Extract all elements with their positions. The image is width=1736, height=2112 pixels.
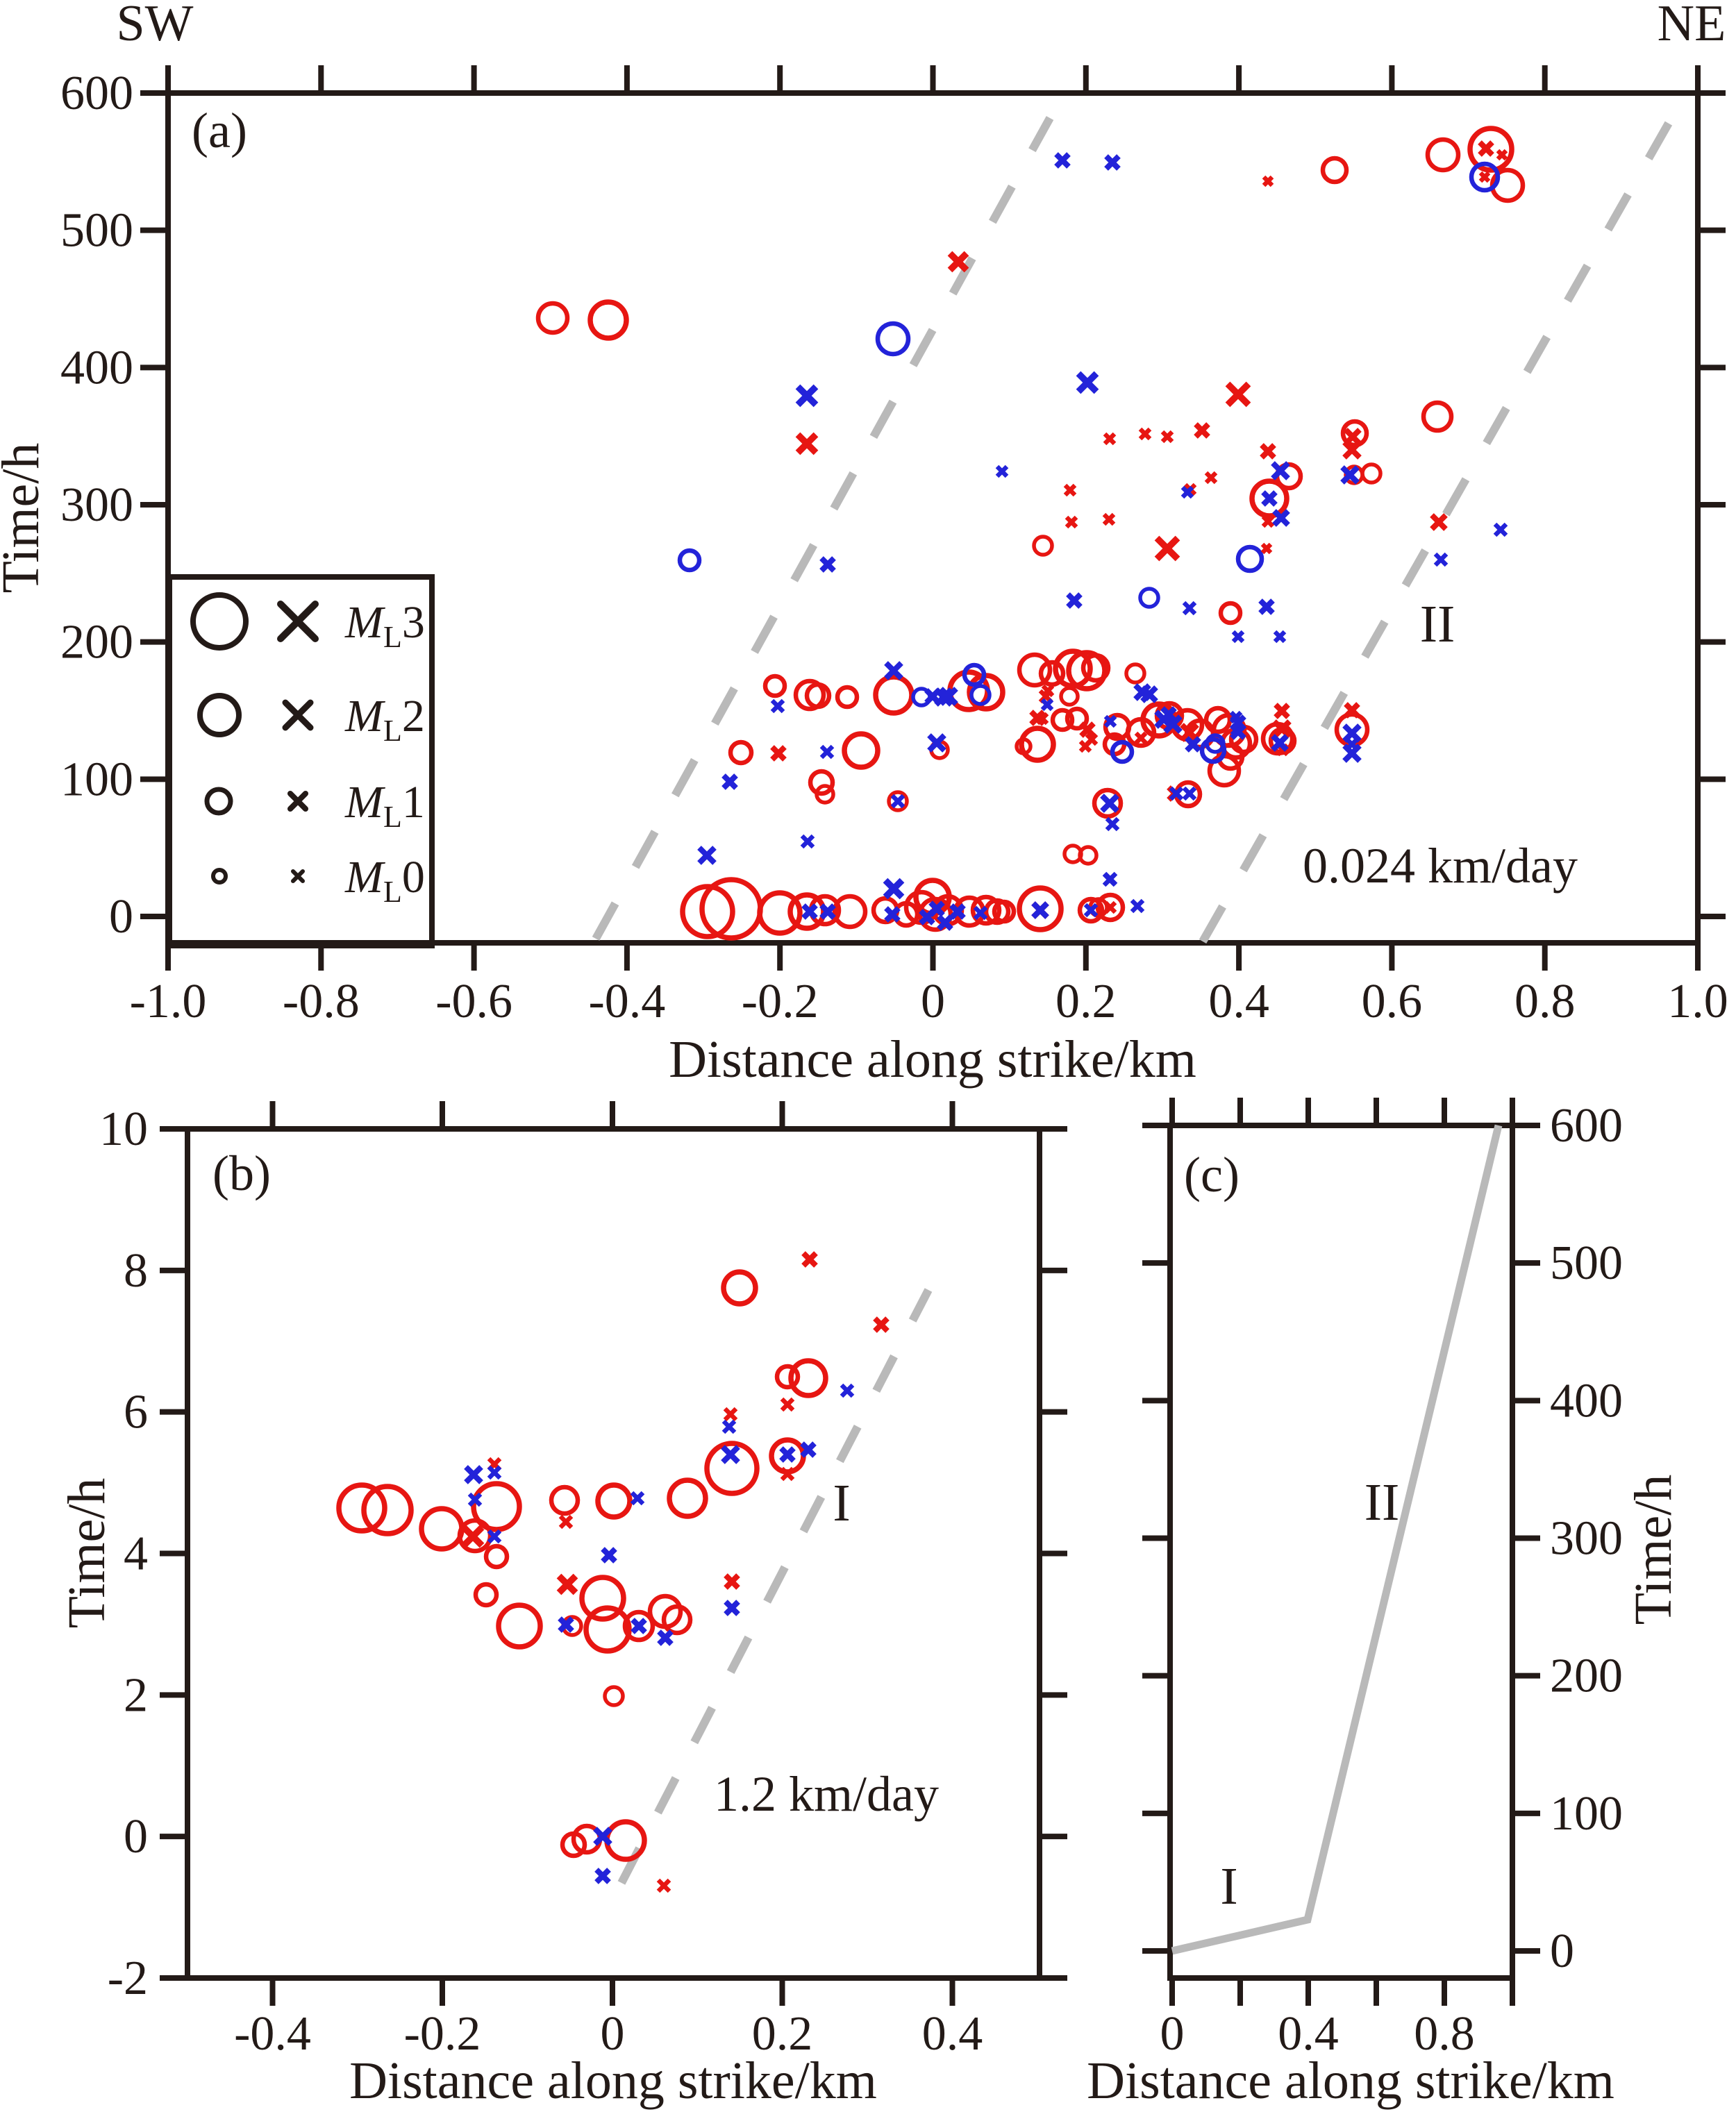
svg-text:8: 8 <box>124 1244 148 1298</box>
svg-text:0: 0 <box>1160 2007 1185 2061</box>
svg-text:I: I <box>833 1474 850 1532</box>
svg-text:(a): (a) <box>192 103 247 158</box>
svg-text:600: 600 <box>60 67 133 120</box>
svg-text:Time/h: Time/h <box>1624 1475 1683 1625</box>
svg-text:500: 500 <box>1550 1237 1623 1290</box>
svg-text:SW: SW <box>117 0 194 52</box>
svg-text:II: II <box>1420 595 1455 653</box>
svg-text:-2: -2 <box>108 1952 148 2005</box>
svg-text:-0.6: -0.6 <box>435 975 512 1028</box>
svg-text:1.0: 1.0 <box>1667 975 1728 1028</box>
svg-text:-0.2: -0.2 <box>742 975 819 1028</box>
svg-text:-0.8: -0.8 <box>283 975 360 1028</box>
svg-text:100: 100 <box>60 753 133 806</box>
svg-text:0: 0 <box>601 2007 625 2061</box>
svg-text:0.4: 0.4 <box>1278 2007 1339 2061</box>
svg-text:4: 4 <box>124 1527 148 1580</box>
svg-text:1.2 km/day: 1.2 km/day <box>714 1766 939 1822</box>
svg-text:0.8: 0.8 <box>1514 975 1576 1028</box>
svg-text:Distance along strike/km: Distance along strike/km <box>1087 2052 1614 2110</box>
svg-text:400: 400 <box>60 341 133 394</box>
svg-text:600: 600 <box>1550 1099 1623 1153</box>
svg-text:0: 0 <box>1550 1925 1574 1978</box>
svg-text:ML0: ML0 <box>344 852 425 909</box>
svg-text:0.6: 0.6 <box>1362 975 1423 1028</box>
svg-text:0: 0 <box>109 890 133 944</box>
svg-text:0: 0 <box>124 1810 148 1863</box>
svg-text:-1.0: -1.0 <box>130 975 207 1028</box>
svg-text:10: 10 <box>99 1103 148 1156</box>
svg-text:I: I <box>1220 1857 1237 1916</box>
svg-text:II: II <box>1364 1473 1400 1532</box>
svg-text:-0.2: -0.2 <box>404 2007 481 2061</box>
svg-text:6: 6 <box>124 1386 148 1439</box>
svg-text:0.2: 0.2 <box>1055 975 1117 1028</box>
svg-text:Time/h: Time/h <box>0 443 50 594</box>
svg-text:ML1: ML1 <box>344 777 425 834</box>
svg-text:0.4: 0.4 <box>1208 975 1269 1028</box>
svg-text:300: 300 <box>60 478 133 532</box>
svg-text:0.024 km/day: 0.024 km/day <box>1303 838 1578 894</box>
svg-text:ML3: ML3 <box>344 597 425 654</box>
svg-text:(b): (b) <box>212 1146 271 1201</box>
svg-text:500: 500 <box>60 204 133 258</box>
svg-text:Time/h: Time/h <box>58 1478 116 1629</box>
svg-text:-0.4: -0.4 <box>588 975 665 1028</box>
svg-text:Distance along strike/km: Distance along strike/km <box>669 1030 1196 1089</box>
svg-text:200: 200 <box>1550 1650 1623 1703</box>
svg-text:-0.4: -0.4 <box>234 2007 311 2061</box>
svg-text:(c): (c) <box>1184 1147 1240 1202</box>
svg-text:200: 200 <box>60 616 133 669</box>
svg-text:2: 2 <box>124 1668 148 1722</box>
svg-text:0.2: 0.2 <box>752 2007 813 2061</box>
svg-text:NE: NE <box>1658 0 1726 52</box>
svg-text:100: 100 <box>1550 1787 1623 1841</box>
svg-text:400: 400 <box>1550 1374 1623 1427</box>
svg-text:ML2: ML2 <box>344 691 425 748</box>
svg-text:300: 300 <box>1550 1511 1623 1565</box>
svg-text:0.4: 0.4 <box>922 2007 983 2061</box>
svg-text:0: 0 <box>921 975 945 1028</box>
svg-text:0.8: 0.8 <box>1414 2007 1475 2061</box>
svg-text:Distance along strike/km: Distance along strike/km <box>349 2052 877 2110</box>
